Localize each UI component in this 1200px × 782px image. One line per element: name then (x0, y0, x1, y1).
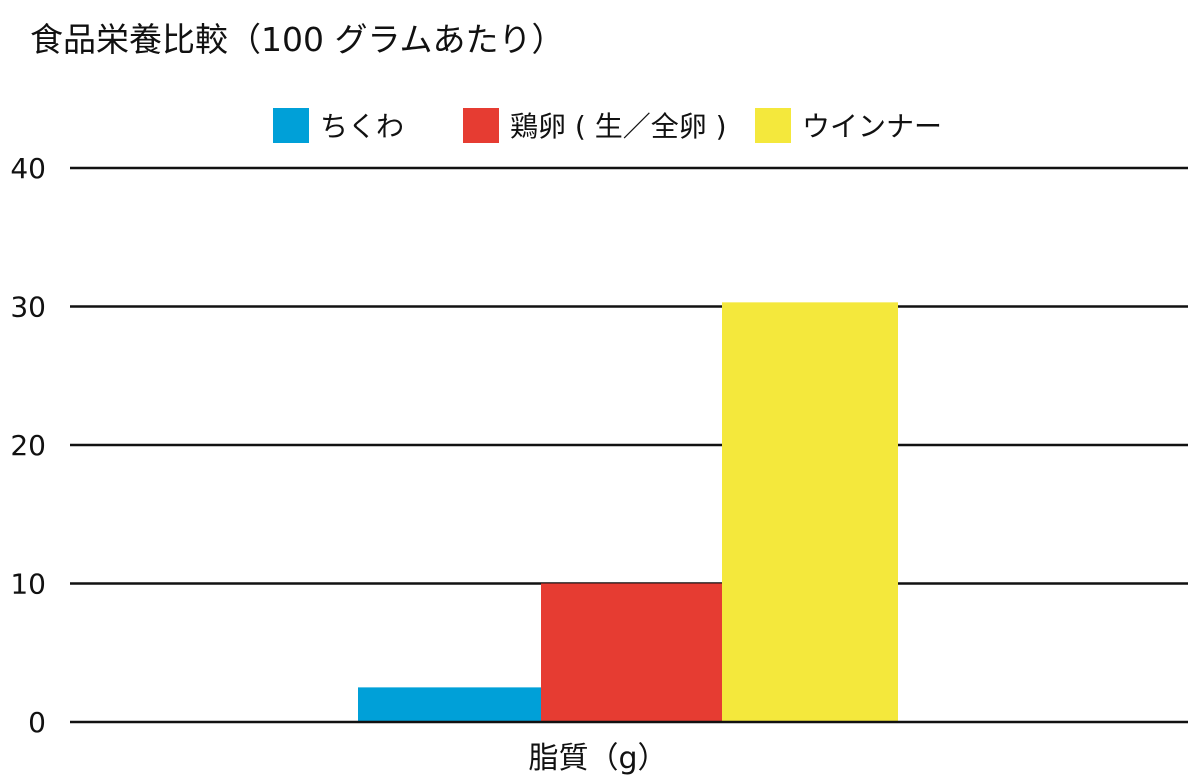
legend-label: ちくわ (320, 110, 404, 143)
legend-swatch (755, 108, 791, 143)
y-tick-label: 30 (10, 291, 46, 324)
bar-2 (541, 583, 722, 722)
legend: ちくわ 鶏卵 ( 生／全卵 ) ウインナー (273, 108, 942, 143)
y-tick-label: 40 (10, 152, 46, 185)
bars (358, 302, 898, 722)
x-category-label: 脂質（g） (528, 741, 667, 776)
y-tick-label: 20 (10, 429, 46, 462)
gridlines (70, 166, 1188, 585)
legend-label: ウインナー (802, 110, 942, 143)
chart-title: 食品栄養比較（100 グラムあたり） (30, 20, 565, 59)
bar-1 (358, 687, 541, 722)
x-axis-labels: 脂質（g） (528, 741, 667, 776)
bar-3 (722, 302, 898, 722)
legend-label: 鶏卵 ( 生／全卵 ) (510, 110, 727, 143)
y-tick-label: 0 (28, 706, 46, 739)
y-tick-label: 10 (10, 568, 46, 601)
y-axis-ticks: 0 10 20 30 40 (10, 152, 46, 739)
legend-swatch (463, 108, 499, 143)
legend-swatch (273, 108, 309, 143)
